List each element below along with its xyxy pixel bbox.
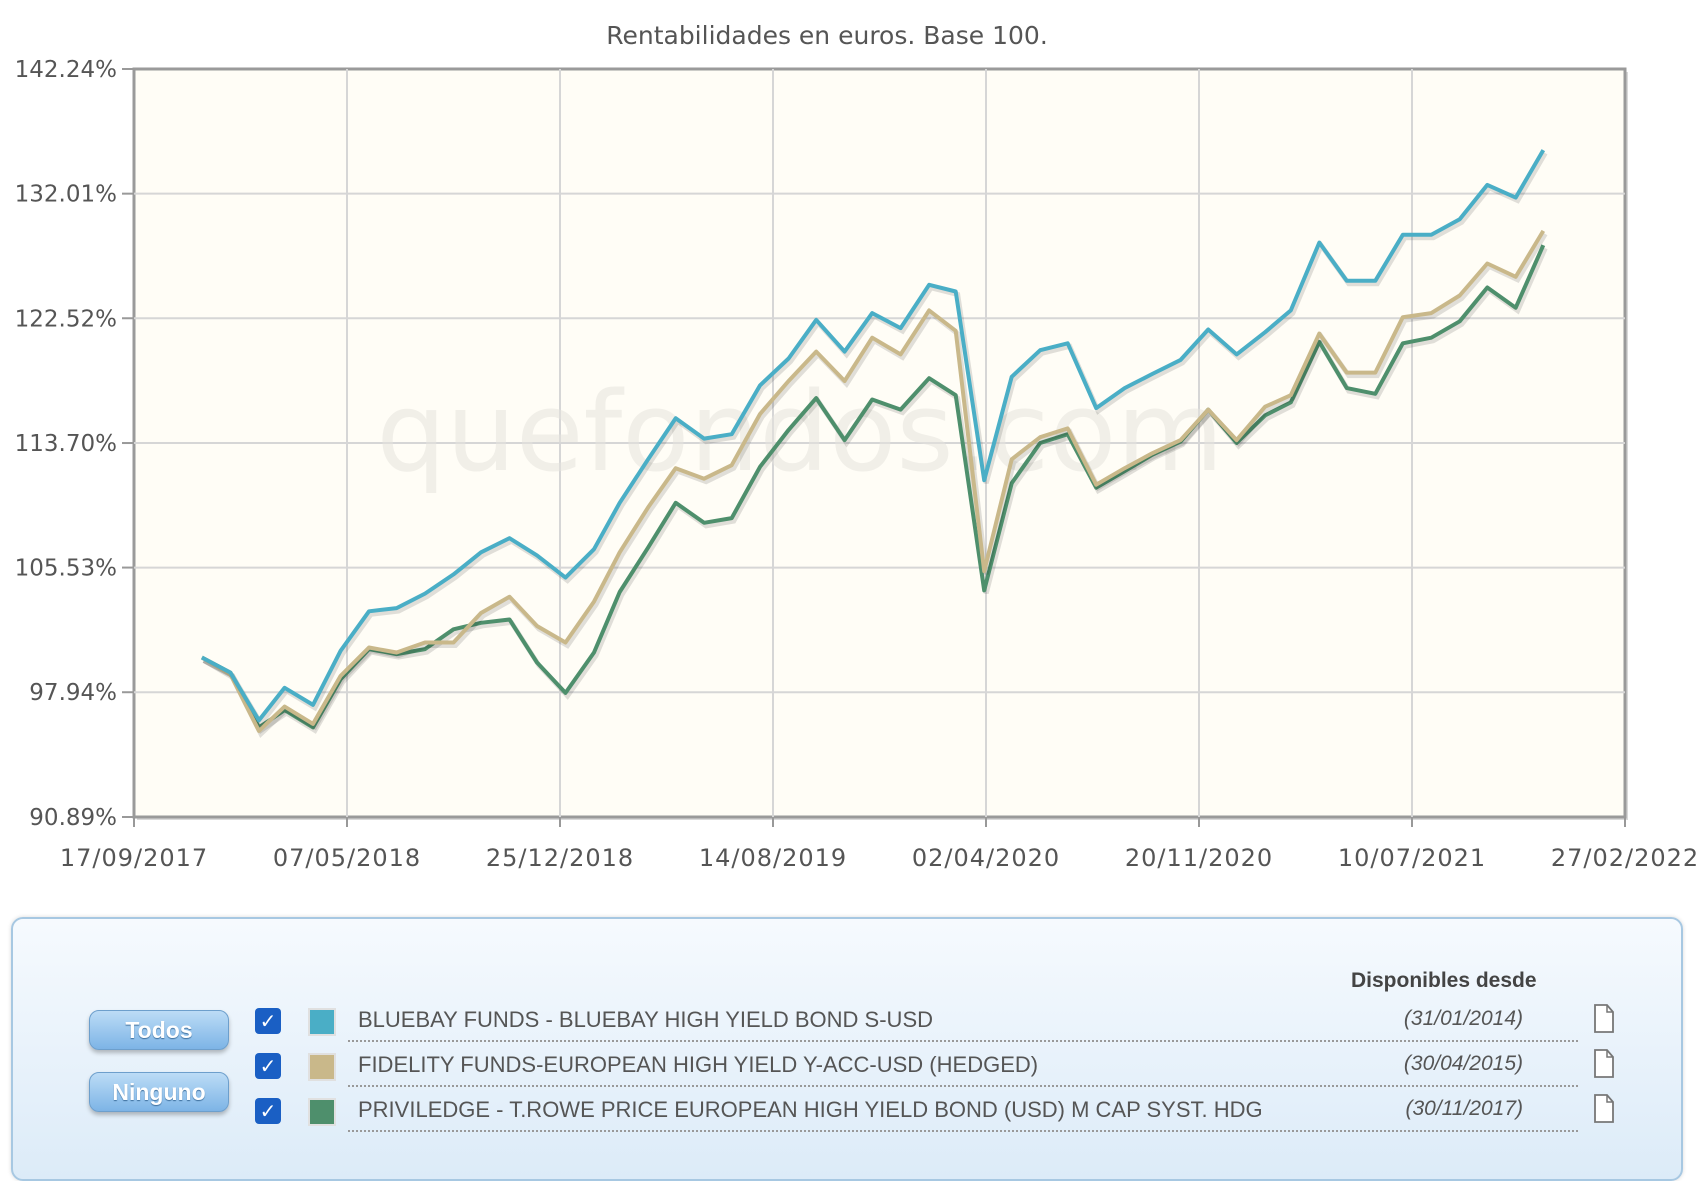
series-checkbox[interactable]: ✓ [255,1053,281,1079]
chart-title: Rentabilidades en euros. Base 100. [606,21,1048,50]
x-tick-label: 02/04/2020 [912,844,1060,872]
y-tick-label: 142.24% [15,57,117,83]
y-tick-label: 105.53% [15,556,117,582]
x-tick-label: 10/07/2021 [1338,844,1486,872]
check-icon: ✓ [259,1099,277,1123]
series-color-swatch [308,1053,336,1081]
y-tick-label: 113.70% [15,431,117,457]
legend-item: ✓ BLUEBAY FUNDS - BLUEBAY HIGH YIELD BON… [13,1002,1681,1042]
series-line-0 [200,149,1546,723]
x-tick-label: 27/02/2022 [1551,844,1699,872]
watermark: quefondos.com [376,368,1223,496]
row-divider [348,1085,1578,1087]
legend-item: ✓ FIDELITY FUNDS-EUROPEAN HIGH YIELD Y-A… [13,1047,1681,1087]
series-line-2 [200,244,1546,730]
series-color-swatch [308,1008,336,1036]
available-since-date: (31/01/2014) [1403,1007,1523,1030]
series-name: FIDELITY FUNDS-EUROPEAN HIGH YIELD Y-ACC… [358,1052,1039,1077]
select-all-button[interactable]: Todos [89,1010,229,1050]
y-tick-label: 97.94% [29,680,117,706]
row-divider [348,1040,1578,1042]
legend-panel: Todos Ninguno Disponibles desde ✓ BLUEBA… [11,917,1683,1181]
performance-chart: Rentabilidades en euros. Base 100. quefo… [15,21,1699,872]
series-line-1 [200,229,1546,733]
check-icon: ✓ [259,1054,277,1078]
series-color-swatch [308,1098,336,1126]
row-divider [348,1130,1578,1132]
series-checkbox[interactable]: ✓ [255,1098,281,1124]
x-tick-label: 25/12/2018 [486,844,634,872]
y-tick-label: 122.52% [15,306,117,332]
available-since-date: (30/11/2017) [1405,1097,1523,1120]
x-tick-label: 17/09/2017 [60,844,208,872]
check-icon: ✓ [259,1009,277,1033]
document-icon[interactable] [1593,1094,1615,1124]
y-tick-label: 132.01% [15,182,117,208]
y-tick-label: 90.89% [29,805,117,831]
series-name: PRIVILEDGE - T.ROWE PRICE EUROPEAN HIGH … [358,1097,1263,1122]
series-checkbox[interactable]: ✓ [255,1008,281,1034]
series-name: BLUEBAY FUNDS - BLUEBAY HIGH YIELD BOND … [358,1007,934,1032]
x-tick-label: 14/08/2019 [699,844,847,872]
x-tick-label: 07/05/2018 [273,844,421,872]
available-since-date: (30/04/2015) [1403,1052,1523,1075]
document-icon[interactable] [1593,1049,1615,1079]
x-tick-label: 20/11/2020 [1125,844,1273,872]
legend-item: ✓ PRIVILEDGE - T.ROWE PRICE EUROPEAN HIG… [13,1092,1681,1132]
document-icon[interactable] [1593,1004,1615,1034]
select-none-button[interactable]: Ninguno [89,1072,229,1112]
available-since-header: Disponibles desde [1351,969,1537,992]
